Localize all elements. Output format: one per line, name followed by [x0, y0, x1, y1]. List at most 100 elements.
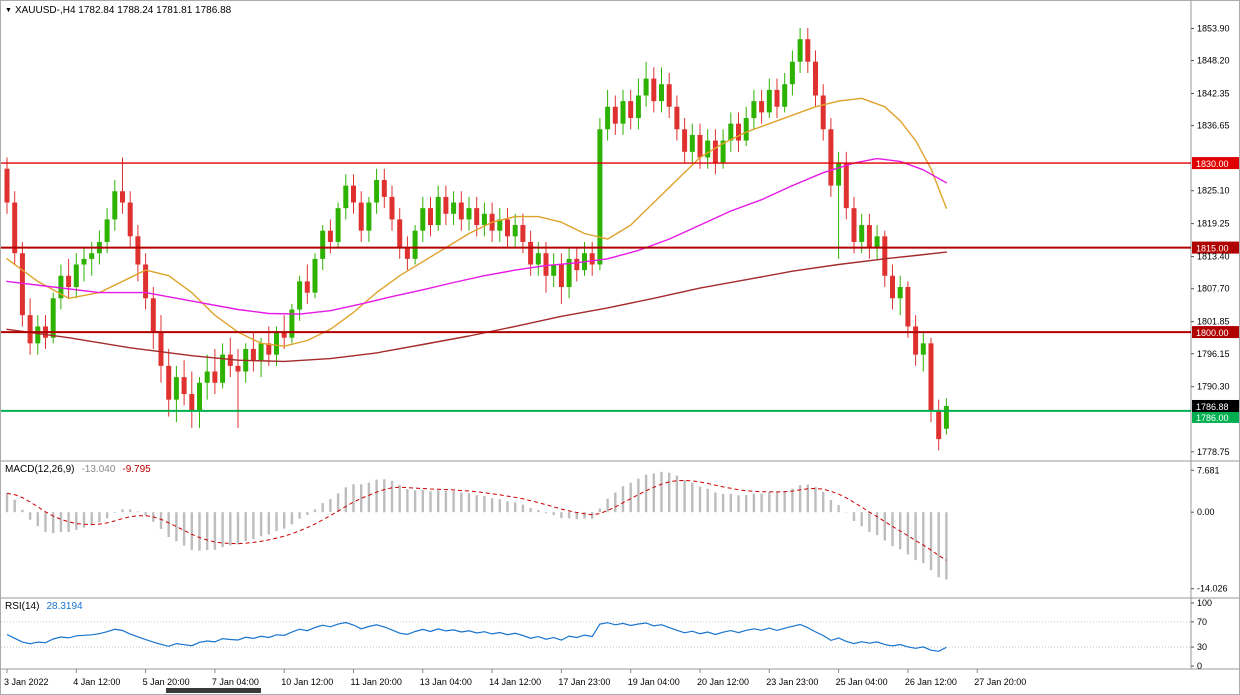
candle-body [689, 134, 695, 152]
macd-name: MACD(12,26,9) [5, 464, 75, 475]
candle-body [720, 140, 726, 164]
chart-title-ohlc: ▼ XAUUSD-,H4 1782.84 1788.24 1781.81 1786… [5, 5, 231, 16]
candle-body [397, 219, 403, 248]
candle-body [404, 247, 410, 259]
rsi-axis-label: 30 [1197, 642, 1207, 652]
macd-signal-line [6, 479, 947, 561]
ma-fast-orange-line [6, 97, 948, 347]
candle-body [505, 219, 510, 237]
price-axis-label: 1853.90 [1197, 23, 1230, 33]
price-axis-label: 1801.85 [1197, 317, 1230, 327]
candle-body [304, 281, 310, 293]
candle-body [227, 354, 233, 366]
current-price-tag: 1786.88 [1192, 399, 1239, 412]
candle-body [220, 354, 226, 383]
candle-body [35, 326, 41, 344]
rsi-axis-label: 100 [1197, 598, 1212, 608]
rsi-value: 28.3194 [46, 601, 83, 612]
time-axis-label: 17 Jan 23:00 [558, 677, 610, 687]
candle-body [4, 168, 10, 203]
rsi-name: RSI(14) [5, 601, 40, 612]
candle-body [120, 191, 125, 203]
candle-body [389, 196, 395, 220]
candle-body [605, 106, 611, 130]
ma-slow-maroon-line [6, 251, 948, 363]
price-tag-bg [1192, 410, 1239, 423]
candle-body [281, 332, 287, 338]
candle-body [204, 371, 210, 383]
time-axis-label: 13 Jan 04:00 [420, 677, 472, 687]
candle-body [551, 264, 557, 276]
candle-body [420, 208, 426, 231]
candle-body [666, 84, 672, 107]
rsi-axis-label: 0 [1197, 661, 1202, 671]
candle-body [874, 236, 880, 248]
price-tag-text: 1815.00 [1196, 244, 1229, 254]
candle-body [474, 208, 480, 226]
time-axis-label: 26 Jan 12:00 [905, 677, 957, 687]
candle-body [597, 129, 603, 265]
candle-body [351, 185, 356, 203]
candle-body [728, 123, 734, 141]
time-axis-label: 7 Jan 04:00 [212, 677, 259, 687]
candle-body [558, 264, 564, 288]
candle-body [789, 61, 795, 85]
candle-body [289, 309, 295, 338]
price-axis-label: 1790.30 [1197, 382, 1230, 392]
candle-body [612, 106, 618, 124]
candle-body [936, 410, 942, 440]
time-axis-label: 19 Jan 04:00 [628, 677, 680, 687]
price-axis-label: 1825.10 [1197, 186, 1230, 196]
candle-body [659, 84, 664, 102]
horizontal-scrollbar-thumb[interactable] [166, 688, 261, 693]
candle-body [150, 298, 156, 333]
candle-body [736, 123, 741, 141]
candle-body [751, 101, 757, 119]
candle-body [566, 258, 572, 288]
time-axis-label: 5 Jan 20:00 [143, 677, 190, 687]
time-axis-label: 3 Jan 2022 [4, 677, 49, 687]
candle-body [343, 185, 349, 209]
candles-series [4, 27, 949, 451]
price-axis-label: 1848.20 [1197, 56, 1230, 66]
candle-body [520, 225, 526, 242]
candle-body [266, 343, 272, 355]
candle-body [813, 61, 818, 96]
macd-axis-label: 0.00 [1197, 507, 1215, 517]
candle-body [574, 258, 580, 271]
candle-body [943, 405, 949, 429]
ohlc-text: XAUUSD-,H4 1782.84 1788.24 1781.81 1786.… [14, 5, 232, 16]
candle-body [19, 253, 25, 316]
hline-price-tag: 1786.00 [1192, 410, 1239, 423]
candle-body [366, 202, 372, 231]
candle-body [836, 163, 842, 186]
candle-body [697, 134, 703, 158]
price-axis-label: 1842.35 [1197, 89, 1230, 99]
candle-body [635, 95, 641, 119]
candle-body [173, 377, 179, 400]
macd-axis-label: -14.026 [1197, 584, 1228, 594]
candle-body [674, 106, 680, 130]
candle-body [212, 371, 218, 383]
candle-body [589, 253, 595, 265]
price-tag-text: 1800.00 [1196, 328, 1229, 338]
price-axis-label: 1807.70 [1197, 284, 1230, 294]
candle-body [512, 225, 518, 237]
candle-body [843, 163, 849, 209]
candle-body [820, 95, 826, 130]
macd-indicator-label: MACD(12,26,9) -13.040 -9.795 [5, 464, 151, 475]
candle-body [805, 39, 811, 62]
time-axis-label: 23 Jan 23:00 [766, 677, 818, 687]
candle-body [143, 264, 149, 299]
candle-body [297, 281, 303, 310]
candle-body [828, 129, 834, 186]
price-tag-text: 1786.00 [1196, 413, 1229, 423]
symbol-dropdown-icon[interactable]: ▼ [5, 7, 12, 14]
candle-body [158, 332, 164, 366]
rsi-axis-label: 70 [1197, 617, 1207, 627]
price-axis-label: 1778.75 [1197, 447, 1230, 457]
time-axis-label: 27 Jan 20:00 [974, 677, 1026, 687]
candle-body [412, 230, 418, 259]
candle-body [58, 275, 64, 299]
